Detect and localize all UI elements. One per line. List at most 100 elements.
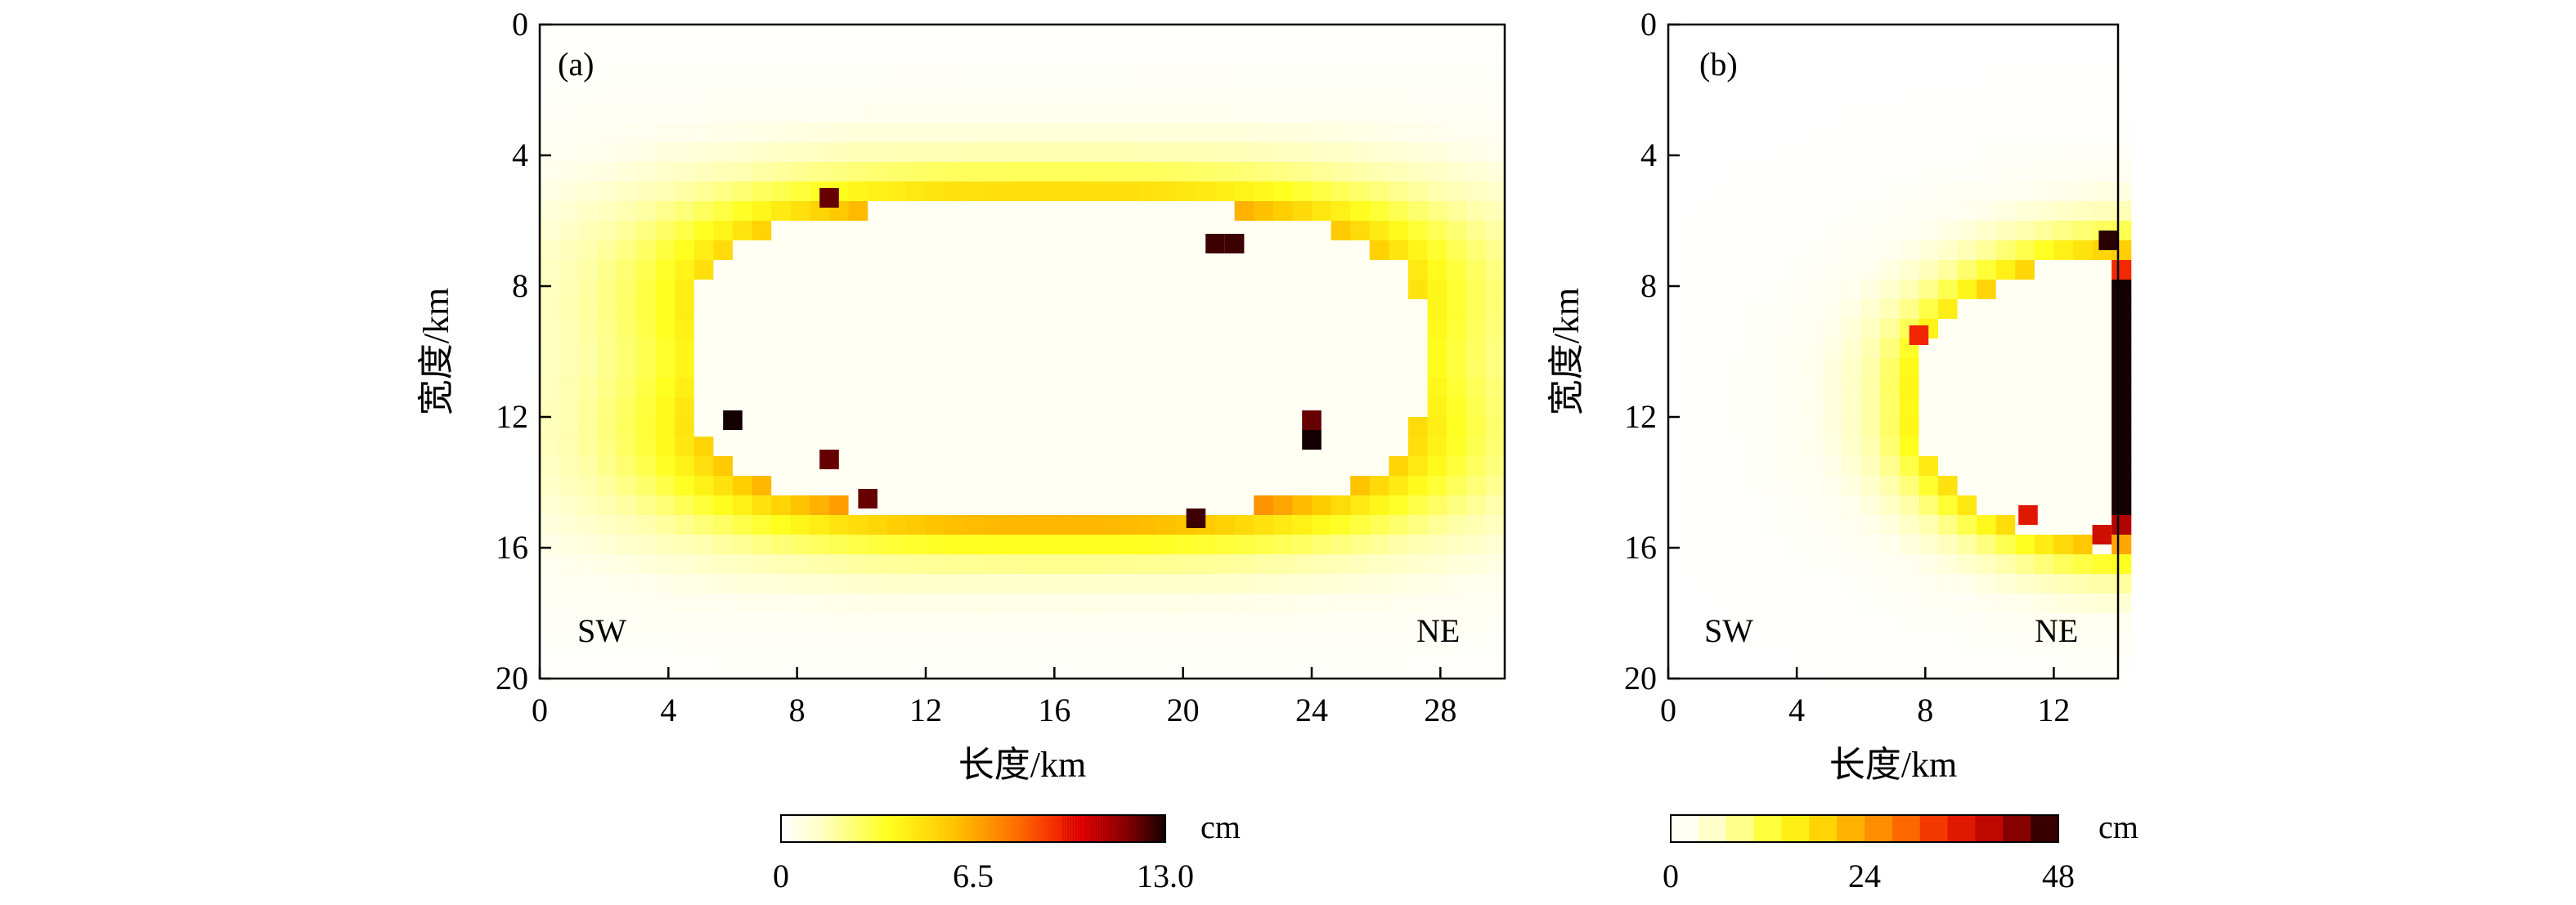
heatmap-cell bbox=[1138, 652, 1158, 673]
heatmap-cell bbox=[1919, 495, 1939, 516]
heatmap-cell bbox=[2092, 358, 2112, 379]
heatmap-cell bbox=[1003, 142, 1023, 163]
heatmap-cell bbox=[1803, 417, 1824, 437]
heatmap-cell bbox=[886, 495, 907, 516]
heatmap-cell bbox=[1803, 358, 1824, 379]
colorbar-step bbox=[1975, 815, 2004, 842]
heatmap-cell bbox=[1331, 25, 1351, 45]
heatmap-cell bbox=[2034, 397, 2055, 418]
heatmap-cell bbox=[1176, 397, 1196, 418]
heatmap-cell bbox=[1745, 594, 1766, 614]
heatmap-cell bbox=[1022, 260, 1043, 280]
heatmap-cell bbox=[578, 201, 599, 222]
heatmap-cell bbox=[1764, 652, 1785, 673]
heatmap-cell bbox=[868, 417, 888, 437]
heatmap-cell bbox=[636, 652, 657, 673]
heatmap-cell bbox=[1331, 338, 1351, 359]
heatmap-cell bbox=[2034, 83, 2055, 104]
heatmap-cell bbox=[559, 495, 579, 516]
heatmap-cell bbox=[1899, 633, 1920, 653]
heatmap-cell bbox=[1061, 476, 1081, 496]
heatmap-cell bbox=[810, 672, 830, 692]
heatmap-cell bbox=[1408, 515, 1429, 535]
heatmap-cell bbox=[1860, 515, 1881, 535]
heatmap-cell bbox=[886, 397, 907, 418]
heatmap-cell bbox=[1784, 25, 1804, 45]
heatmap-cell bbox=[1079, 25, 1100, 45]
heatmap-cell bbox=[1803, 652, 1824, 673]
heatmap-cell bbox=[1312, 476, 1332, 496]
heatmap-cell bbox=[810, 574, 830, 594]
heatmap-cell bbox=[848, 417, 868, 437]
heatmap-cell bbox=[1745, 299, 1766, 320]
heatmap-cell bbox=[906, 44, 927, 65]
heatmap-cell bbox=[1860, 417, 1881, 437]
heatmap-cell bbox=[1822, 613, 1842, 634]
heatmap-cell bbox=[733, 535, 753, 555]
heatmap-cell bbox=[2073, 319, 2094, 339]
heatmap-cell bbox=[1822, 83, 1842, 104]
heatmap-cell bbox=[1292, 280, 1313, 300]
heatmap-cell bbox=[655, 221, 675, 241]
heatmap-cell bbox=[964, 417, 985, 437]
heatmap-cell bbox=[1215, 594, 1236, 614]
heatmap-cell bbox=[886, 123, 907, 143]
heatmap-cell bbox=[1022, 319, 1043, 339]
heatmap-cell bbox=[1157, 83, 1178, 104]
heatmap-cell bbox=[1880, 378, 1901, 398]
heatmap-cell bbox=[1938, 378, 1959, 398]
heatmap-cell bbox=[578, 594, 599, 614]
heatmap-cell bbox=[945, 240, 965, 261]
heatmap-cell bbox=[559, 613, 579, 634]
heatmap-cell bbox=[1860, 25, 1881, 45]
heatmap-cell bbox=[771, 44, 792, 65]
heatmap-cell bbox=[1745, 162, 1766, 182]
heatmap-cell bbox=[906, 280, 927, 300]
heatmap-cell bbox=[540, 142, 560, 163]
heatmap-cell bbox=[1726, 437, 1746, 457]
colorbar-step bbox=[1919, 815, 1949, 842]
heatmap-cell bbox=[1919, 103, 1939, 123]
heatmap-cell bbox=[1272, 44, 1293, 65]
heatmap-cell bbox=[713, 83, 734, 104]
heatmap-cell bbox=[1465, 397, 1486, 418]
heatmap-cell bbox=[1176, 594, 1196, 614]
heatmap-cell bbox=[868, 633, 888, 653]
heatmap-cell bbox=[1764, 25, 1785, 45]
heatmap-cell bbox=[810, 554, 830, 575]
heatmap-cell bbox=[655, 358, 675, 379]
heatmap-cell bbox=[1408, 633, 1429, 653]
heatmap-cell bbox=[886, 672, 907, 692]
heatmap-cell bbox=[2034, 652, 2055, 673]
heatmap-cell bbox=[790, 319, 810, 339]
heatmap-cell bbox=[1215, 574, 1236, 594]
heatmap-cell bbox=[1099, 535, 1120, 555]
heatmap-cell bbox=[1465, 378, 1486, 398]
heatmap-cell bbox=[1784, 221, 1804, 241]
heatmap-cell bbox=[1272, 25, 1293, 45]
heatmap-cell bbox=[1842, 613, 1862, 634]
heatmap-cell bbox=[1292, 25, 1313, 45]
heatmap-cell bbox=[1764, 358, 1785, 379]
heatmap-cell bbox=[1079, 240, 1100, 261]
heatmap-cell bbox=[1447, 495, 1467, 516]
heatmap-cell bbox=[1196, 181, 1216, 202]
heatmap-cell bbox=[1938, 123, 1959, 143]
heatmap-cell bbox=[1919, 260, 1939, 280]
heatmap-cell bbox=[810, 142, 830, 163]
heatmap-cell bbox=[790, 181, 810, 202]
heatmap-cell bbox=[906, 260, 927, 280]
heatmap-cell bbox=[1196, 437, 1216, 457]
heatmap-cell bbox=[655, 652, 675, 673]
heatmap-cell bbox=[1196, 64, 1216, 84]
heatmap-cell bbox=[1899, 103, 1920, 123]
heatmap-cell bbox=[559, 535, 579, 555]
heatmap-cell bbox=[540, 338, 560, 359]
heatmap-cell bbox=[1234, 260, 1254, 280]
heatmap-cell bbox=[1350, 476, 1371, 496]
heatmap-cell bbox=[926, 201, 946, 222]
heatmap-cell bbox=[1957, 633, 1977, 653]
heatmap-cell bbox=[1447, 44, 1467, 65]
heatmap-cell bbox=[848, 142, 868, 163]
heatmap-cell bbox=[1389, 515, 1409, 535]
